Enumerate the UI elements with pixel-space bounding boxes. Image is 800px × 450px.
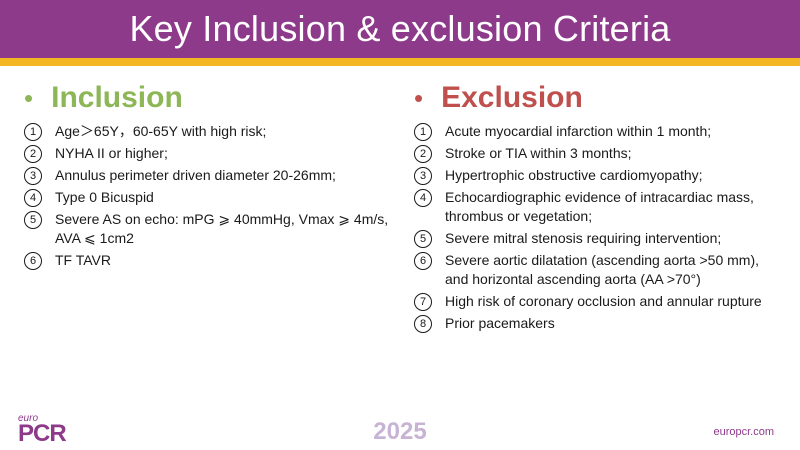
list-item-text: Acute myocardial infarction within 1 mon… — [445, 123, 712, 139]
exclusion-column: • Exclusion 1 Acute myocardial infarction… — [414, 78, 786, 336]
list-item: 3 Annulus perimeter driven diameter 20-26… — [24, 166, 394, 185]
title-bar: Key Inclusion & exclusion Criteria — [0, 0, 800, 58]
list-item: 7 High risk of coronary occlusion and ann… — [414, 292, 786, 311]
list-item: 1 Acute myocardial infarction within 1 mo… — [414, 122, 786, 141]
circled-number: 6 — [24, 252, 42, 270]
list-item-text: Severe AS on echo: mPG ⩾ 40mmHg, Vmax ⩾ … — [55, 211, 389, 246]
list-item: 6 Severe aortic dilatation (ascending aor… — [414, 251, 786, 289]
circled-number: 7 — [414, 293, 432, 311]
circled-number: 1 — [24, 123, 42, 141]
list-item: 4 Type 0 Bicuspid — [24, 188, 394, 207]
europcr-logo: euro PCR — [18, 413, 78, 447]
list-item: 5 Severe mitral stenosis requiring interv… — [414, 229, 786, 248]
list-item: 2 Stroke or TIA within 3 months; — [414, 144, 786, 163]
inclusion-column: • Inclusion 1 Age＞65Y，60-65Y with high ri… — [24, 78, 394, 273]
circled-number: 2 — [414, 145, 432, 163]
exclusion-heading: • Exclusion — [414, 78, 786, 118]
exclusion-heading-label: Exclusion — [441, 81, 583, 114]
footer-year: 2025 — [373, 418, 427, 445]
circled-number: 6 — [414, 252, 432, 270]
list-item-text: Echocardiographic evidence of intracardi… — [445, 189, 754, 224]
list-item: 5 Severe AS on echo: mPG ⩾ 40mmHg, Vmax ⩾… — [24, 210, 394, 248]
exclusion-bullet-icon: • — [414, 83, 424, 113]
logo-big-text: PCR — [18, 420, 67, 447]
list-item: 4 Echocardiographic evidence of intracard… — [414, 188, 786, 226]
list-item-text: NYHA II or higher; — [55, 145, 168, 161]
circled-number: 4 — [24, 189, 42, 207]
circled-number: 2 — [24, 145, 42, 163]
circled-number: 5 — [414, 230, 432, 248]
inclusion-heading: • Inclusion — [24, 78, 394, 118]
circled-number: 8 — [414, 315, 432, 333]
list-item-text: High risk of coronary occlusion and annu… — [445, 293, 762, 309]
list-item: 6 TF TAVR — [24, 251, 394, 270]
inclusion-bullet-icon: • — [24, 83, 34, 113]
circled-number: 3 — [414, 167, 432, 185]
list-item-text: TF TAVR — [55, 252, 111, 268]
list-item: 8 Prior pacemakers — [414, 314, 786, 333]
exclusion-list: 1 Acute myocardial infarction within 1 mo… — [414, 122, 786, 333]
list-item-text: Prior pacemakers — [445, 315, 555, 331]
circled-number: 3 — [24, 167, 42, 185]
list-item: 3 Hypertrophic obstructive cardiomyopathy… — [414, 166, 786, 185]
list-item: 1 Age＞65Y，60-65Y with high risk; — [24, 122, 394, 141]
title-accent-stripe — [0, 58, 800, 66]
list-item-text: Age＞65Y，60-65Y with high risk; — [55, 123, 267, 139]
list-item-text: Stroke or TIA within 3 months; — [445, 145, 632, 161]
list-item-text: Annulus perimeter driven diameter 20-26m… — [55, 167, 336, 183]
slide-title: Key Inclusion & exclusion Criteria — [129, 8, 671, 49]
inclusion-heading-label: Inclusion — [51, 81, 183, 114]
list-item-text: Type 0 Bicuspid — [55, 189, 154, 205]
circled-number: 1 — [414, 123, 432, 141]
list-item: 2 NYHA II or higher; — [24, 144, 394, 163]
circled-number: 5 — [24, 211, 42, 229]
list-item-text: Severe mitral stenosis requiring interve… — [445, 230, 722, 246]
list-item-text: Severe aortic dilatation (ascending aort… — [445, 252, 759, 287]
footer-url: europcr.com — [713, 426, 774, 438]
inclusion-list: 1 Age＞65Y，60-65Y with high risk; 2 NYHA II… — [24, 122, 394, 270]
circled-number: 4 — [414, 189, 432, 207]
logo-small-text: euro — [18, 413, 39, 424]
list-item-text: Hypertrophic obstructive cardiomyopathy; — [445, 167, 703, 183]
